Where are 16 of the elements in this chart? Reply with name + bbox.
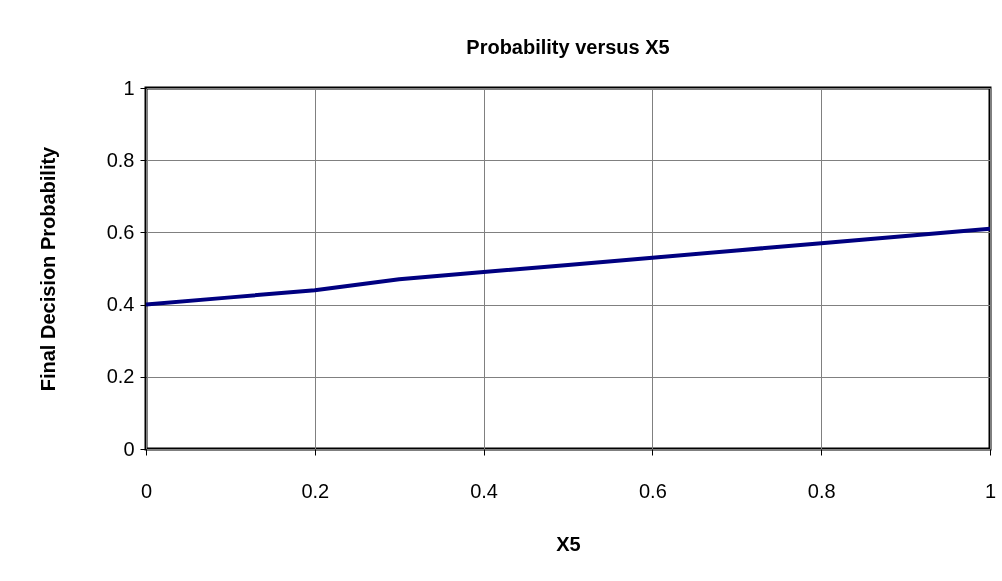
chart-title: Probability versus X5	[466, 36, 670, 58]
x-tick-label: 0.2	[301, 479, 330, 502]
y-axis-title: Final Decision Probability	[36, 145, 59, 392]
y-tick-label: 0.4	[106, 293, 135, 316]
y-tick-label: 1	[123, 76, 135, 99]
x-tick-label: 0.4	[470, 479, 499, 502]
x-tick-label: 0	[140, 479, 153, 502]
y-tick-label: 0.6	[106, 220, 135, 243]
line-series	[146, 226, 990, 307]
y-tick-label: 0	[123, 437, 135, 460]
y-tick-label: 0.2	[106, 365, 135, 388]
x-tick-label: 0.6	[638, 479, 667, 502]
x-tick-label: 0.8	[807, 479, 836, 502]
x-tick-label: 1	[984, 479, 997, 502]
x-axis-title: X5	[556, 532, 581, 555]
y-tick-label: 0.8	[106, 148, 135, 171]
